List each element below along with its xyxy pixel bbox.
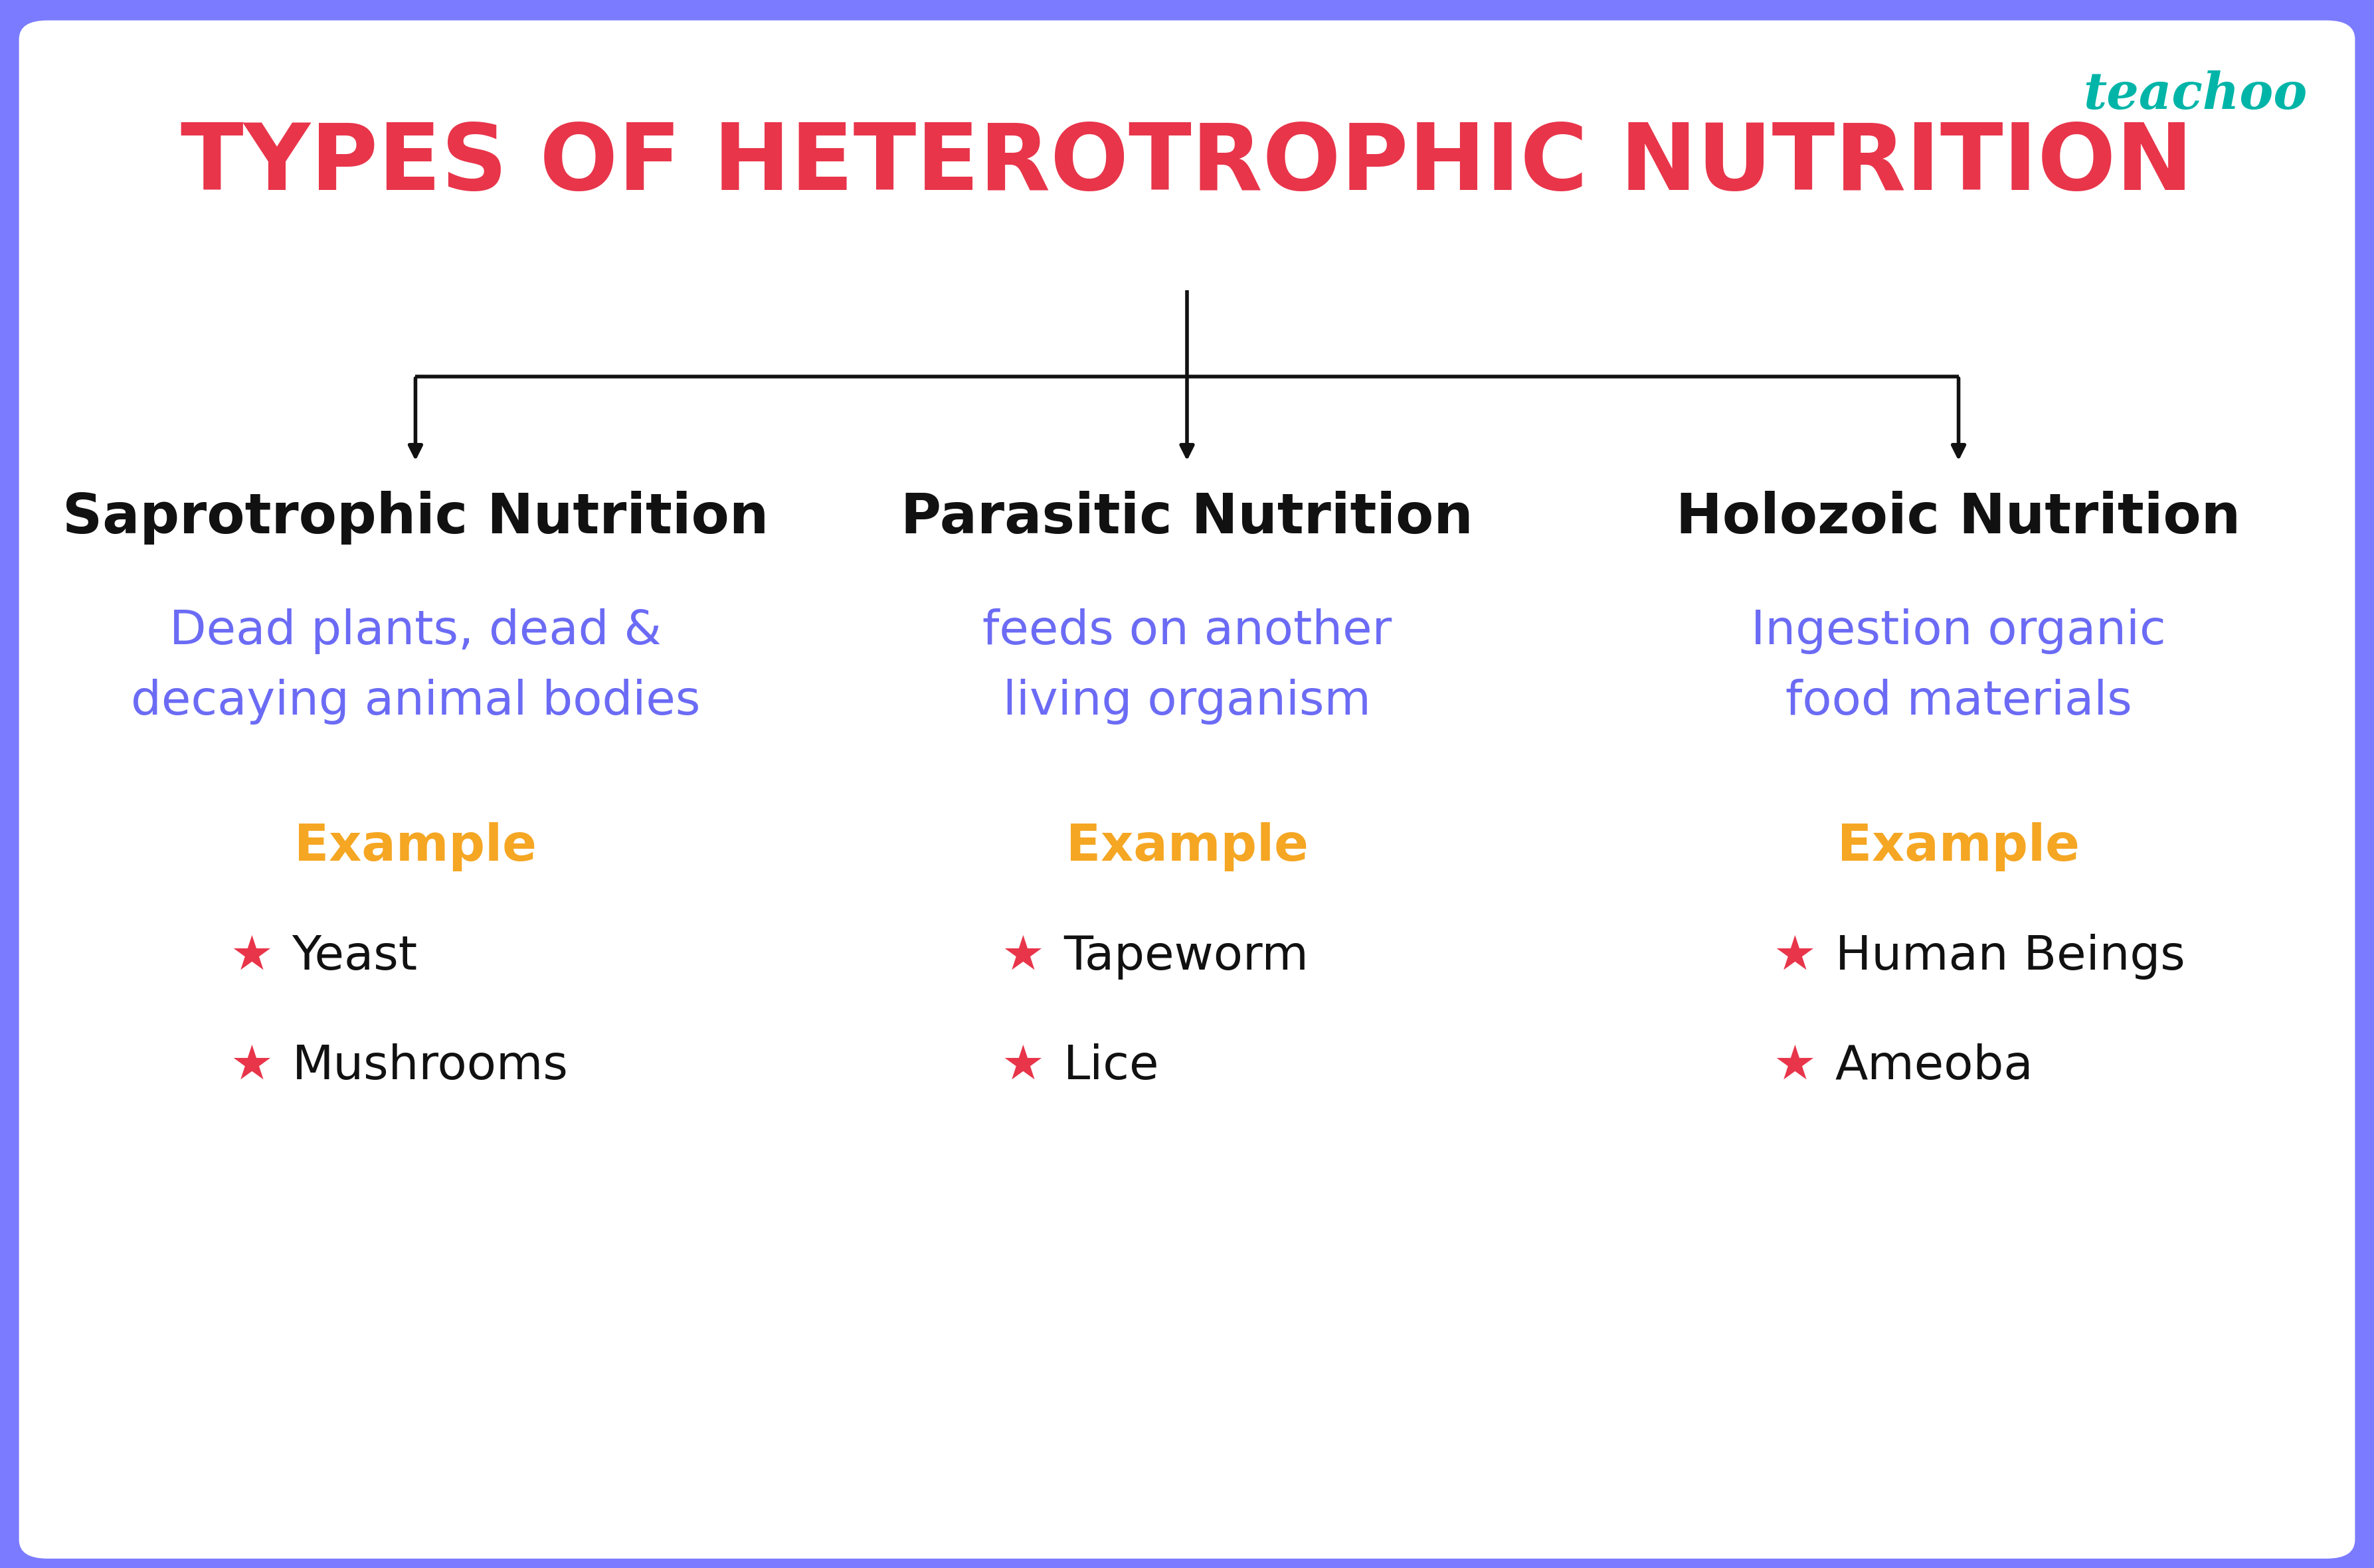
Text: Saprotrophic Nutrition: Saprotrophic Nutrition	[62, 491, 769, 544]
Text: Parasitic Nutrition: Parasitic Nutrition	[900, 491, 1474, 544]
Text: Example: Example	[1066, 822, 1308, 872]
Text: Ameoba: Ameoba	[1835, 1043, 2035, 1090]
Text: Example: Example	[1837, 822, 2080, 872]
Text: Holozoic Nutrition: Holozoic Nutrition	[1676, 491, 2241, 544]
Text: Human Beings: Human Beings	[1835, 933, 2184, 980]
Text: ★: ★	[1002, 933, 1045, 980]
Text: teachoo: teachoo	[2084, 71, 2308, 119]
Text: Mushrooms: Mushrooms	[292, 1043, 567, 1090]
Text: Dead plants, dead &
decaying animal bodies: Dead plants, dead & decaying animal bodi…	[131, 608, 700, 724]
Text: ★: ★	[1002, 1043, 1045, 1090]
Text: ★: ★	[1773, 1043, 1816, 1090]
Text: feeds on another
living organism: feeds on another living organism	[983, 608, 1391, 724]
Text: ★: ★	[230, 933, 273, 980]
Text: Lice: Lice	[1064, 1043, 1159, 1090]
Text: Tapeworm: Tapeworm	[1064, 933, 1308, 980]
Text: Ingestion organic
food materials: Ingestion organic food materials	[1752, 608, 2165, 724]
Text: ★: ★	[1773, 933, 1816, 980]
Text: TYPES OF HETEROTROPHIC NUTRITION: TYPES OF HETEROTROPHIC NUTRITION	[180, 119, 2194, 210]
Text: Yeast: Yeast	[292, 933, 418, 980]
Text: ★: ★	[230, 1043, 273, 1090]
Text: Example: Example	[294, 822, 537, 872]
